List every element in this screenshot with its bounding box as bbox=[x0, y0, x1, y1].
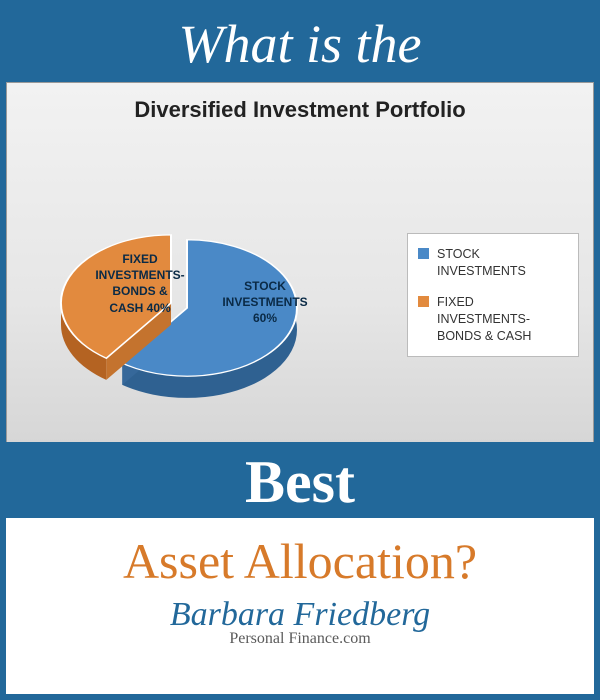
mid-band-text: Best bbox=[245, 448, 355, 517]
legend-swatch-icon bbox=[418, 248, 429, 259]
header-band: What is the bbox=[6, 6, 594, 82]
legend-label: STOCK INVESTMENTS bbox=[437, 246, 568, 280]
mid-band: Best bbox=[0, 442, 600, 522]
infographic-frame: What is the Diversified Investment Portf… bbox=[0, 0, 600, 700]
chart-panel: Diversified Investment Portfolio bbox=[6, 82, 594, 482]
header-text: What is the bbox=[179, 13, 422, 75]
legend-label: FIXED INVESTMENTS- BONDS & CASH bbox=[437, 294, 568, 345]
pie-chart bbox=[47, 163, 327, 443]
brand-sub: Personal Finance.com bbox=[6, 630, 594, 648]
legend-swatch-icon bbox=[418, 296, 429, 307]
legend-item: FIXED INVESTMENTS- BONDS & CASH bbox=[418, 294, 568, 345]
brand-name: Barbara Friedberg bbox=[6, 596, 594, 634]
footer: Asset Allocation? Barbara Friedberg Pers… bbox=[6, 518, 594, 694]
footer-line1: Asset Allocation? bbox=[6, 532, 594, 590]
legend-item: STOCK INVESTMENTS bbox=[418, 246, 568, 280]
chart-title: Diversified Investment Portfolio bbox=[7, 83, 593, 123]
chart-legend: STOCK INVESTMENTS FIXED INVESTMENTS- BON… bbox=[407, 233, 579, 357]
